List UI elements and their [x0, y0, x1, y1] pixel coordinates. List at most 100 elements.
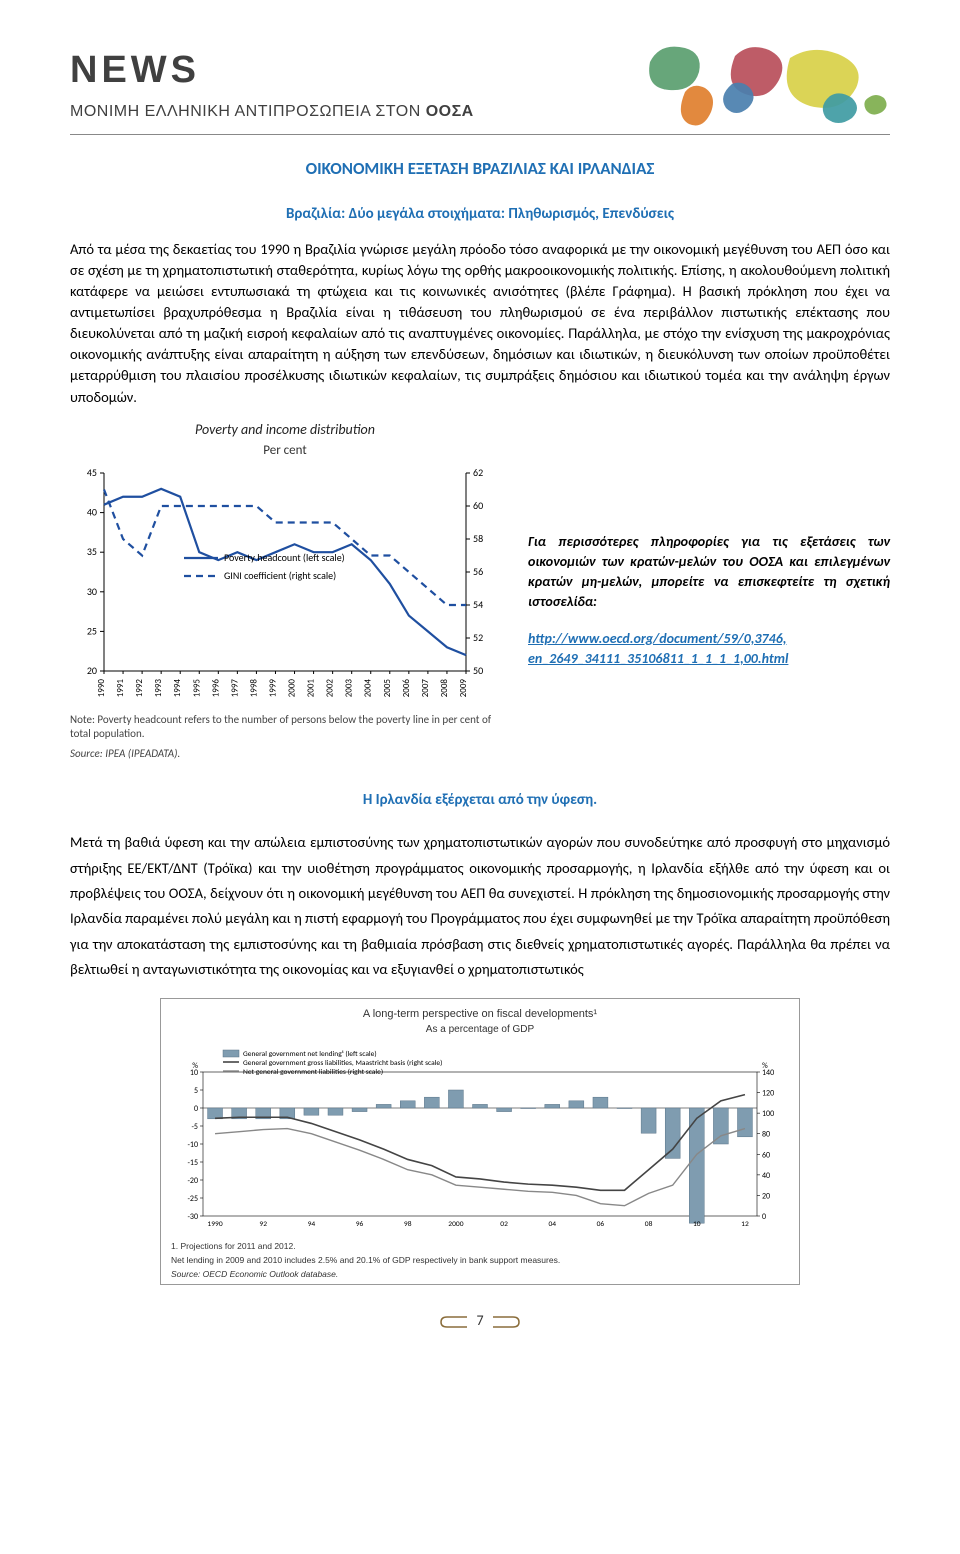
svg-text:1998: 1998 [248, 679, 259, 698]
svg-text:1992: 1992 [134, 679, 145, 698]
svg-text:20: 20 [762, 1191, 770, 1201]
fiscal-chart-svg: -30-25-20-15-10-50510%020406080100120140… [171, 1042, 789, 1232]
section2-title: Η Ιρλανδία εξέρχεται από την ύφεση. [70, 790, 890, 812]
svg-text:-20: -20 [187, 1176, 198, 1186]
svg-text:General government gross liabi: General government gross liabilities, Ma… [243, 1058, 442, 1068]
svg-text:08: 08 [645, 1220, 653, 1229]
svg-text:2002: 2002 [325, 679, 336, 698]
svg-text:06: 06 [597, 1220, 605, 1229]
svg-text:50: 50 [473, 664, 483, 677]
svg-text:1991: 1991 [115, 679, 126, 698]
svg-text:96: 96 [356, 1220, 364, 1229]
svg-text:54: 54 [473, 598, 483, 611]
svg-text:1996: 1996 [210, 679, 221, 698]
svg-text:-30: -30 [187, 1212, 198, 1222]
info-link[interactable]: http://www.oecd.org/document/59/0,3746, e… [528, 630, 788, 667]
svg-text:2001: 2001 [306, 679, 317, 698]
header-divider [70, 134, 890, 135]
news-logo: NEWS [70, 43, 474, 98]
section1-body: Από τα μέσα της δεκαετίας του 1990 η Βρα… [70, 239, 890, 407]
svg-text:1997: 1997 [229, 679, 240, 698]
fiscal-note2: Net lending in 2009 and 2010 includes 2.… [171, 1255, 789, 1266]
svg-text:2004: 2004 [363, 679, 374, 698]
fiscal-note3: Source: OECD Economic Outlook database. [171, 1269, 789, 1280]
svg-text:92: 92 [259, 1220, 267, 1229]
svg-text:45: 45 [87, 467, 97, 479]
svg-text:Net general government liabili: Net general government liabilities (righ… [243, 1067, 383, 1077]
svg-text:0: 0 [762, 1212, 766, 1222]
subtitle-prefix: ΜΟΝΙΜΗ ΕΛΛΗΝΙΚΗ ΑΝΤΙΠΡΟΣΩΠΕΙΑ ΣΤΟΝ [70, 103, 426, 120]
svg-text:-10: -10 [187, 1140, 198, 1150]
info-link-line2: en_2649_34111_35106811_1_1_1_1,00.html [528, 650, 788, 667]
svg-text:-25: -25 [187, 1194, 198, 1204]
svg-text:2005: 2005 [382, 679, 393, 698]
world-map-icon [630, 34, 890, 126]
svg-text:60: 60 [473, 499, 483, 512]
subtitle-bold: ΟΟΣΑ [426, 103, 474, 120]
svg-text:02: 02 [500, 1220, 508, 1229]
info-link-line1: http://www.oecd.org/document/59/0,3746, [528, 630, 786, 647]
svg-text:General government net lending: General government net lending¹ (left sc… [243, 1049, 377, 1059]
svg-text:80: 80 [762, 1130, 770, 1140]
page-footer: 7 [70, 1311, 890, 1331]
svg-text:2007: 2007 [420, 679, 431, 698]
svg-text:56: 56 [473, 565, 483, 578]
svg-text:60: 60 [762, 1150, 770, 1160]
svg-text:04: 04 [548, 1220, 556, 1229]
svg-text:10: 10 [693, 1220, 701, 1229]
svg-text:12: 12 [741, 1220, 749, 1229]
svg-text:2006: 2006 [401, 679, 412, 698]
poverty-chart-subtitle: Per cent [70, 442, 500, 461]
svg-text:0: 0 [194, 1104, 198, 1114]
fiscal-chart-title: A long-term perspective on fiscal develo… [171, 1007, 789, 1023]
header-text-block: NEWS ΜΟΝΙΜΗ ΕΛΛΗΝΙΚΗ ΑΝΤΙΠΡΟΣΩΠΕΙΑ ΣΤΟΝ … [70, 43, 474, 123]
svg-text:1990: 1990 [96, 679, 107, 698]
svg-text:52: 52 [473, 631, 483, 644]
svg-text:120: 120 [762, 1088, 774, 1098]
poverty-chart-title: Poverty and income distribution [70, 422, 500, 439]
svg-text:20: 20 [87, 664, 97, 677]
poverty-chart-note1: Note: Poverty headcount refers to the nu… [70, 713, 500, 741]
poverty-chart-svg: 20 25 30 35 40 45 50 52 54 56 58 60 62 1990 1991 1992 19… [70, 467, 500, 707]
info-text: Για περισσότερες πληροφορίες για τις εξε… [528, 532, 890, 613]
section1-subtitle: Βραζιλία: Δύο μεγάλα στοιχήματα: Πληθωρι… [70, 204, 890, 226]
footer-bracket-left-icon [439, 1315, 467, 1329]
fiscal-chart-subtitle: As a percentage of GDP [171, 1023, 789, 1038]
svg-text:35: 35 [87, 545, 97, 558]
svg-text:40: 40 [762, 1171, 770, 1181]
svg-text:1999: 1999 [267, 679, 278, 698]
svg-text:2000: 2000 [287, 679, 298, 698]
info-panel: Για περισσότερες πληροφορίες για τις εξε… [528, 422, 890, 670]
svg-text:5: 5 [194, 1086, 198, 1096]
svg-text:GINI coefficient (right scale): GINI coefficient (right scale) [224, 569, 336, 582]
page-header: NEWS ΜΟΝΙΜΗ ΕΛΛΗΝΙΚΗ ΑΝΤΙΠΡΟΣΩΠΕΙΑ ΣΤΟΝ … [70, 40, 890, 126]
page-number: 7 [476, 1312, 483, 1329]
svg-text:98: 98 [404, 1220, 412, 1229]
svg-text:1994: 1994 [172, 679, 183, 698]
header-subtitle: ΜΟΝΙΜΗ ΕΛΛΗΝΙΚΗ ΑΝΤΙΠΡΟΣΩΠΕΙΑ ΣΤΟΝ ΟΟΣΑ [70, 100, 474, 123]
svg-text:25: 25 [87, 625, 97, 638]
chart-info-row: Poverty and income distribution Per cent… [70, 422, 890, 761]
svg-text:2009: 2009 [458, 679, 469, 698]
svg-text:2003: 2003 [344, 679, 355, 698]
svg-text:58: 58 [473, 532, 483, 545]
fiscal-chart-panel: A long-term perspective on fiscal develo… [160, 998, 800, 1285]
svg-text:40: 40 [87, 506, 97, 519]
svg-text:100: 100 [762, 1109, 774, 1119]
poverty-chart-note2: Source: IPEA (IPEADATA). [70, 747, 500, 761]
svg-text:2000: 2000 [448, 1220, 463, 1229]
poverty-chart-panel: Poverty and income distribution Per cent… [70, 422, 500, 761]
svg-text:1993: 1993 [153, 679, 164, 698]
svg-text:Poverty headcount (left scale): Poverty headcount (left scale) [224, 551, 345, 564]
section1-title: ΟΙΚΟΝΟΜΙΚΗ ΕΞΕΤΑΣΗ ΒΡΑΖΙΛΙΑΣ ΚΑΙ ΙΡΛΑΝΔΙ… [70, 157, 890, 182]
svg-text:-15: -15 [187, 1158, 198, 1168]
footer-bracket-right-icon [493, 1315, 521, 1329]
svg-text:1995: 1995 [191, 679, 202, 698]
svg-text:%: % [192, 1061, 198, 1071]
svg-text:-5: -5 [191, 1122, 198, 1132]
svg-text:62: 62 [473, 467, 483, 479]
svg-text:30: 30 [87, 585, 97, 598]
fiscal-note1: 1. Projections for 2011 and 2012. [171, 1241, 789, 1252]
svg-text:94: 94 [308, 1220, 316, 1229]
section2-body: Μετά τη βαθιά ύφεση και την απώλεια εμπι… [70, 830, 890, 982]
